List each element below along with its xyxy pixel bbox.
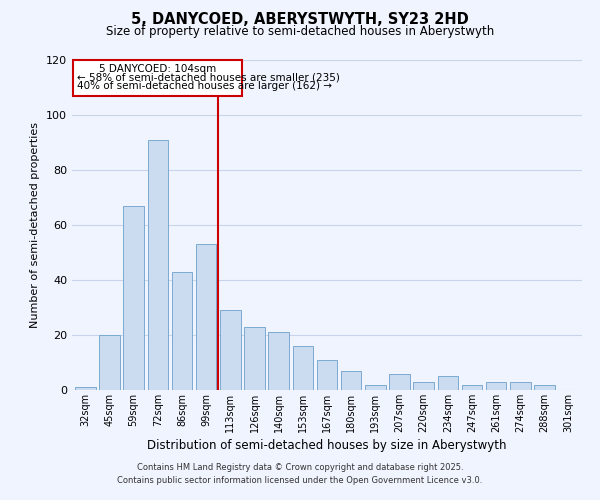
Bar — [148, 140, 168, 390]
Bar — [534, 384, 555, 390]
Y-axis label: Number of semi-detached properties: Number of semi-detached properties — [31, 122, 40, 328]
Bar — [75, 387, 95, 390]
Bar — [437, 376, 458, 390]
Bar — [389, 374, 410, 390]
Bar — [365, 384, 386, 390]
Text: Size of property relative to semi-detached houses in Aberystwyth: Size of property relative to semi-detach… — [106, 25, 494, 38]
Bar — [268, 332, 289, 390]
Bar — [220, 310, 241, 390]
Bar — [99, 335, 120, 390]
Text: 40% of semi-detached houses are larger (162) →: 40% of semi-detached houses are larger (… — [77, 80, 332, 90]
Bar — [124, 206, 144, 390]
Bar — [293, 346, 313, 390]
Text: 5, DANYCOED, ABERYSTWYTH, SY23 2HD: 5, DANYCOED, ABERYSTWYTH, SY23 2HD — [131, 12, 469, 28]
Bar — [462, 384, 482, 390]
Bar — [172, 272, 192, 390]
X-axis label: Distribution of semi-detached houses by size in Aberystwyth: Distribution of semi-detached houses by … — [147, 439, 507, 452]
Bar — [196, 244, 217, 390]
Bar — [413, 382, 434, 390]
Bar — [244, 327, 265, 390]
Text: ← 58% of semi-detached houses are smaller (235): ← 58% of semi-detached houses are smalle… — [77, 72, 340, 83]
Bar — [317, 360, 337, 390]
Bar — [341, 371, 361, 390]
Bar — [486, 382, 506, 390]
Bar — [510, 382, 530, 390]
Text: 5 DANYCOED: 104sqm: 5 DANYCOED: 104sqm — [99, 64, 217, 74]
Bar — [73, 60, 242, 96]
Text: Contains public sector information licensed under the Open Government Licence v3: Contains public sector information licen… — [118, 476, 482, 485]
Text: Contains HM Land Registry data © Crown copyright and database right 2025.: Contains HM Land Registry data © Crown c… — [137, 464, 463, 472]
